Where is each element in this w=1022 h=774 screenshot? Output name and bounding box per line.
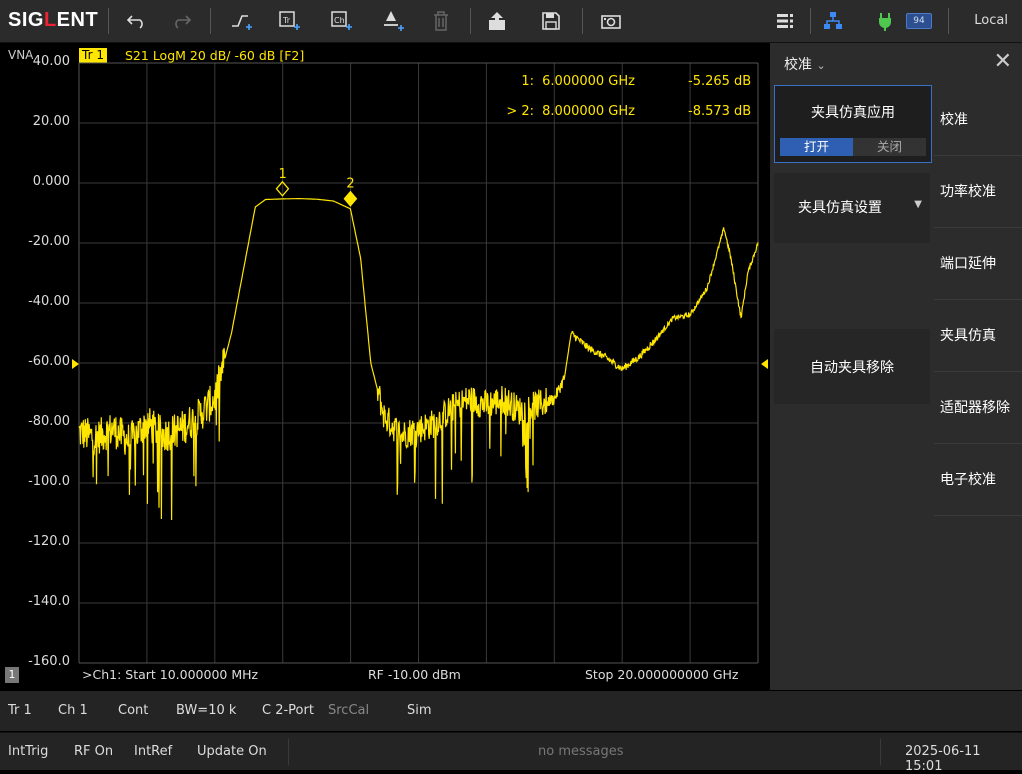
status-srccal[interactable]: SrcCal	[328, 703, 369, 718]
close-icon[interactable]: ✕	[994, 49, 1012, 74]
svg-text:Ch: Ch	[334, 16, 345, 25]
add-channel-icon[interactable]: Ch	[326, 6, 356, 36]
reference-left-arrow	[72, 359, 79, 369]
menu-divider	[934, 371, 1022, 372]
auto-fixture-removal-label: 自动夹具移除	[774, 357, 930, 377]
auto-fixture-removal-button[interactable]: 自动夹具移除	[774, 329, 930, 404]
menu-divider	[934, 155, 1022, 156]
rf-power[interactable]: RF -10.00 dBm	[368, 667, 461, 682]
plot-area[interactable]: VNA Tr 1 S21 LogM 20 dB/ -60 dB [F2] 40.…	[0, 43, 770, 690]
add-trace-window-icon[interactable]: Tr	[274, 6, 304, 36]
toolbar: SIGLENT Tr Ch 94 Local	[0, 0, 1022, 43]
fixture-apply-control[interactable]: 夹具仿真应用 打开 关闭	[774, 85, 932, 163]
reference-right-arrow	[761, 359, 768, 369]
marker-row-1[interactable]: 1: 6.000000 GHz	[508, 74, 635, 89]
menu-item-port-extension[interactable]: 端口延伸	[934, 229, 1022, 299]
toolbar-divider	[582, 8, 583, 34]
undo-icon[interactable]	[122, 6, 152, 36]
toggle-on[interactable]: 打开	[780, 138, 853, 156]
menu-item-calibration[interactable]: 校准	[934, 85, 1022, 155]
battery-icon: 94	[906, 13, 932, 29]
marker-label: 1	[278, 167, 286, 182]
status-trigger[interactable]: IntTrig	[8, 744, 48, 759]
menu-item-adapter-removal[interactable]: 适配器移除	[934, 373, 1022, 443]
menu-divider	[934, 227, 1022, 228]
menu-item-fixture-sim[interactable]: 夹具仿真	[934, 301, 1022, 371]
calibration-panel: 校准 ⌄ ✕ 夹具仿真应用 打开 关闭 夹具仿真设置 ▼ 自动夹具移除 校准 功…	[770, 43, 1022, 690]
message-area: no messages	[538, 744, 624, 759]
fixture-apply-toggle[interactable]: 打开 关闭	[780, 138, 926, 156]
chevron-down-icon: ⌄	[816, 59, 825, 72]
marker-2-icon	[344, 192, 356, 206]
siglent-logo: SIGLENT	[8, 9, 98, 32]
add-trace-icon[interactable]	[226, 6, 256, 36]
channel-status-bar: Tr 1 Ch 1 Cont BW=10 k C 2-Port SrcCal S…	[0, 691, 1022, 731]
save-recall-icon[interactable]	[482, 6, 512, 36]
date-time: 2025-06-11 15:01	[905, 744, 1022, 774]
system-status-bar: IntTrig RF On IntRef Update On no messag…	[0, 732, 1022, 770]
status-port[interactable]: C 2-Port	[262, 703, 314, 718]
markers: 12	[276, 167, 356, 206]
marker-value-2[interactable]: -8.573 dB	[688, 104, 751, 119]
status-update[interactable]: Update On	[197, 744, 267, 759]
status-ref[interactable]: IntRef	[134, 744, 172, 759]
marker-value-1[interactable]: -5.265 dB	[688, 74, 751, 89]
menu-item-power-cal[interactable]: 功率校准	[934, 157, 1022, 227]
network-icon	[818, 6, 848, 36]
menu-divider	[934, 443, 1022, 444]
status-sweep[interactable]: Cont	[118, 703, 148, 718]
status-rf[interactable]: RF On	[74, 744, 113, 759]
toolbar-divider	[810, 8, 811, 34]
dropdown-arrow-icon: ▼	[914, 199, 922, 210]
panel-title[interactable]: 校准 ⌄	[784, 54, 826, 74]
fixture-apply-label: 夹具仿真应用	[775, 102, 931, 122]
menu-divider	[934, 515, 1022, 516]
fixture-setup-label: 夹具仿真设置	[798, 197, 882, 217]
menu-divider	[934, 299, 1022, 300]
start-frequency[interactable]: >Ch1: Start 10.000000 MHz	[82, 667, 258, 682]
local-mode-label[interactable]: Local	[974, 13, 1008, 28]
toolbar-divider	[108, 8, 109, 34]
status-divider	[880, 739, 881, 765]
add-marker-icon[interactable]	[378, 6, 408, 36]
toolbar-divider	[948, 8, 949, 34]
trace-plot[interactable]: 12	[0, 43, 770, 690]
status-divider	[288, 739, 289, 765]
menu-item-ecal[interactable]: 电子校准	[934, 445, 1022, 515]
toolbar-divider	[470, 8, 471, 34]
status-channel[interactable]: Ch 1	[58, 703, 88, 718]
stop-frequency[interactable]: Stop 20.000000000 GHz	[585, 667, 738, 682]
fixture-setup-button[interactable]: 夹具仿真设置 ▼	[774, 173, 930, 243]
channel-badge[interactable]: 1	[5, 667, 19, 683]
toggle-off[interactable]: 关闭	[853, 138, 926, 156]
marker-label: 2	[346, 177, 354, 192]
menu-grid-icon[interactable]	[770, 6, 800, 36]
marker-row-2[interactable]: > 2: 8.000000 GHz	[497, 104, 635, 119]
delete-icon[interactable]	[426, 6, 456, 36]
redo-icon[interactable]	[166, 6, 196, 36]
grid	[79, 63, 758, 663]
power-plug-icon	[870, 6, 900, 36]
screenshot-icon[interactable]	[596, 6, 626, 36]
toolbar-divider	[210, 8, 211, 34]
status-trace[interactable]: Tr 1	[8, 703, 32, 718]
status-sim[interactable]: Sim	[407, 703, 432, 718]
save-icon[interactable]	[536, 6, 566, 36]
status-bandwidth[interactable]: BW=10 k	[176, 703, 236, 718]
svg-text:Tr: Tr	[282, 16, 291, 25]
